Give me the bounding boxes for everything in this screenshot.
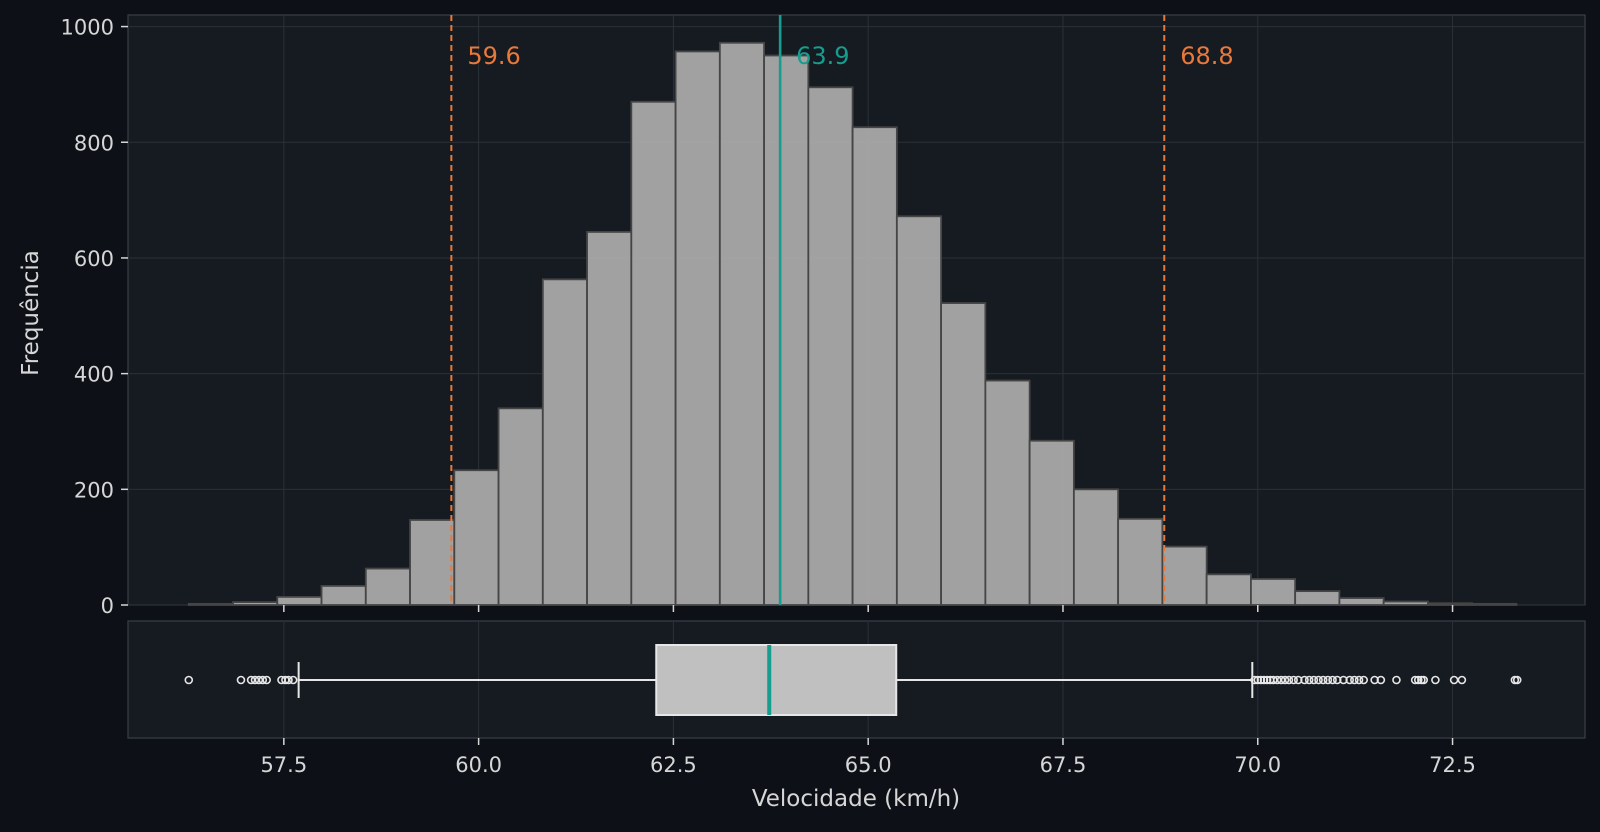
histogram-bar <box>1471 602 1518 606</box>
outlier-point <box>1413 675 1423 685</box>
x-tick-label: 62.5 <box>650 753 697 777</box>
outlier-point <box>1328 675 1337 685</box>
outlier-point <box>288 675 298 685</box>
histogram-bar <box>851 126 898 606</box>
x-tick-label: 70.0 <box>1234 753 1281 777</box>
histogram-bar <box>940 302 987 606</box>
outlier-point <box>1318 675 1328 685</box>
y-tick-label: 0 <box>101 594 114 618</box>
outlier-point <box>262 675 271 685</box>
outlier-point <box>236 675 246 685</box>
histogram-bar <box>895 215 943 606</box>
outlier-point <box>1289 675 1298 685</box>
histogram-bar <box>1161 545 1208 606</box>
histogram-bar <box>187 602 234 606</box>
outlier-point <box>1300 675 1309 685</box>
outlier-point <box>284 675 293 685</box>
outlier-point <box>1457 675 1467 685</box>
y-axis-ticks: 0 200 400 600 800 1000 <box>61 16 128 618</box>
y-axis-label: Frequência <box>18 250 44 376</box>
outlier-point <box>1431 675 1440 685</box>
outlier-point <box>1309 675 1319 685</box>
histogram-bar <box>409 519 456 606</box>
outlier-point <box>1284 675 1294 685</box>
histogram-bar <box>1117 517 1164 606</box>
reference-label-2: 68.8 <box>1180 42 1233 70</box>
histogram-bar <box>984 379 1031 606</box>
histogram-bar <box>1205 573 1252 606</box>
boxplot <box>184 644 1522 716</box>
histogram-bar <box>718 41 765 606</box>
outlier-point <box>1314 675 1323 685</box>
x-tick-label: 67.5 <box>1040 753 1087 777</box>
outlier-point <box>1345 675 1354 685</box>
histogram-bar <box>1382 600 1429 606</box>
y-tick-label: 200 <box>74 478 114 502</box>
x-tick-label: 72.5 <box>1429 753 1476 777</box>
y-tick-label: 400 <box>74 363 114 387</box>
histogram-bar <box>674 50 721 606</box>
outlier-point <box>1354 675 1364 685</box>
histogram-bar <box>1250 578 1297 606</box>
histogram-bar <box>276 596 323 606</box>
histogram-x-ticks <box>283 605 1454 612</box>
outlier-point <box>1304 675 1314 685</box>
reference-label-0: 59.6 <box>467 42 520 70</box>
reference-lines: 59.6 63.9 68.8 <box>450 15 1234 605</box>
outlier-point <box>184 675 194 685</box>
histogram-bar <box>1338 597 1385 606</box>
outlier-point <box>258 675 268 685</box>
outlier-point <box>1350 675 1359 685</box>
x-tick-label: 57.5 <box>260 753 307 777</box>
outlier-point <box>1280 675 1290 685</box>
histogram-bar <box>586 231 633 606</box>
outlier-point <box>1392 675 1401 685</box>
outlier-point <box>1323 675 1333 685</box>
histogram-bar <box>541 278 588 606</box>
histogram-bar <box>630 100 677 606</box>
x-tick-label: 60.0 <box>455 753 502 777</box>
x-tick-label: 65.0 <box>845 753 892 777</box>
outlier-point <box>1359 675 1369 685</box>
histogram-bar <box>807 86 854 606</box>
y-tick-label: 600 <box>74 247 114 271</box>
histogram-bar <box>1294 590 1341 606</box>
histogram-bar <box>1028 439 1075 606</box>
outlier-point <box>1512 675 1522 685</box>
y-tick-label: 1000 <box>61 16 114 40</box>
histogram-bar <box>364 567 411 606</box>
histogram-bar <box>497 407 544 606</box>
boxplot-box <box>655 644 898 716</box>
histogram-bar <box>232 601 279 606</box>
histogram-bars <box>187 41 1518 606</box>
histogram-bar <box>1072 488 1120 606</box>
histogram-bar <box>453 469 500 606</box>
outlier-point <box>1419 675 1429 685</box>
x-axis-ticks: 57.5 60.0 62.5 65.0 67.5 70.0 72.5 <box>260 738 1476 777</box>
histogram-bar <box>1427 602 1474 606</box>
outlier-point <box>1376 675 1386 685</box>
y-tick-label: 800 <box>74 131 114 155</box>
reference-label-1: 63.9 <box>796 42 849 70</box>
histogram-bar <box>320 585 367 606</box>
x-axis-label: Velocidade (km/h) <box>752 786 960 812</box>
histogram-bar <box>763 54 810 606</box>
